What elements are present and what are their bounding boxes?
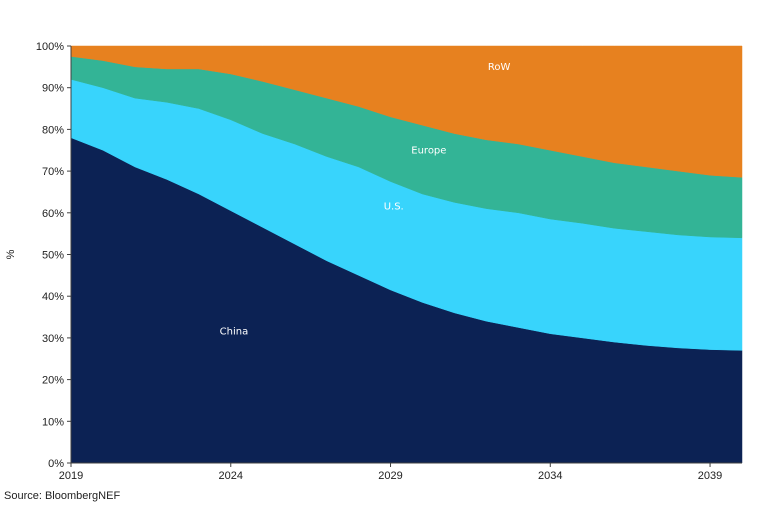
x-tick-label: 2019 — [59, 470, 83, 482]
y-tick-label: 50% — [42, 250, 64, 262]
y-tick-label: 0% — [48, 458, 64, 470]
x-tick-label: 2039 — [698, 470, 722, 482]
y-tick-label: 20% — [42, 375, 64, 387]
y-tick-label: 80% — [42, 124, 64, 136]
area-label-row: RoW — [488, 62, 511, 73]
series-labels: China U.S. Europe RoW — [220, 62, 511, 338]
x-tick-label: 2034 — [538, 470, 562, 482]
y-tick-label: 90% — [42, 83, 64, 95]
y-axis-title: % — [5, 249, 17, 259]
area-label-china: China — [220, 327, 249, 338]
source-note: Source: BloombergNEF — [4, 490, 121, 502]
y-tick-label: 100% — [36, 41, 64, 53]
x-tick-label: 2029 — [378, 470, 402, 482]
axes: 0% 10% 20% 30% 40% 50% 60% 70% 80% 90% 100% 2019 202… — [5, 41, 742, 482]
y-tick-label: 30% — [42, 333, 64, 345]
y-tick-label: 70% — [42, 166, 64, 178]
series-areas — [70, 45, 743, 464]
area-label-europe: Europe — [411, 145, 446, 156]
x-tick-label: 2024 — [219, 470, 243, 482]
y-tick-label: 40% — [42, 291, 64, 303]
area-row — [70, 45, 743, 178]
y-tick-label: 60% — [42, 208, 64, 220]
y-tick-label: 10% — [42, 416, 64, 428]
area-label-u-s: U.S. — [384, 202, 404, 213]
